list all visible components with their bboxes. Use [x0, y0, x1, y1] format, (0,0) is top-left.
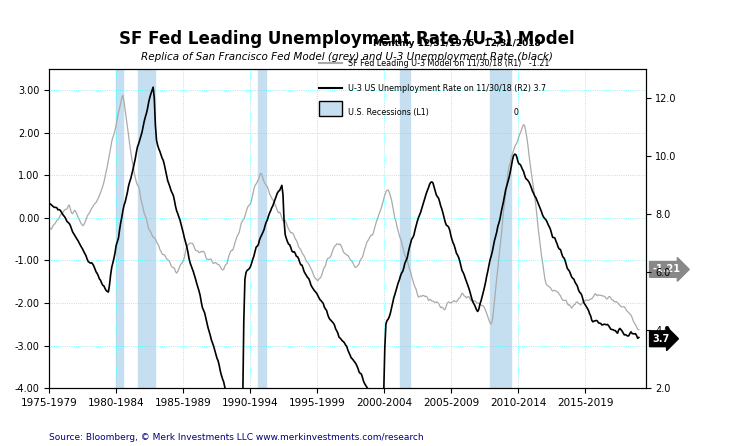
FancyBboxPatch shape: [319, 101, 342, 116]
Text: -1.21: -1.21: [652, 264, 680, 274]
Bar: [258, 69, 267, 388]
Bar: [490, 69, 511, 388]
Text: U-3 US Unemployment Rate on 11/30/18 (R2) 3.7: U-3 US Unemployment Rate on 11/30/18 (R2…: [348, 84, 546, 93]
Title: SF Fed Leading Unemployment Rate (U-3) Model: SF Fed Leading Unemployment Rate (U-3) M…: [119, 30, 575, 48]
Text: Monthly 12/31/1975 - 12/31/2018: Monthly 12/31/1975 - 12/31/2018: [373, 38, 541, 48]
Bar: [116, 69, 123, 388]
Text: U.S. Recessions (L1)                                  0: U.S. Recessions (L1) 0: [348, 108, 519, 117]
Bar: [400, 69, 410, 388]
Text: Source: Bloomberg, © Merk Investments LLC www.merkinvestments.com/research: Source: Bloomberg, © Merk Investments LL…: [49, 433, 424, 442]
Text: Replica of San Francisco Fed Model (grey) and U-3 Unemployment Rate (black): Replica of San Francisco Fed Model (grey…: [141, 52, 553, 62]
Text: 3.7: 3.7: [652, 334, 670, 344]
Bar: [137, 69, 155, 388]
Text: SF Fed Leading U-3 Model on 11/30/18 (R1)   -1.21: SF Fed Leading U-3 Model on 11/30/18 (R1…: [348, 59, 549, 68]
